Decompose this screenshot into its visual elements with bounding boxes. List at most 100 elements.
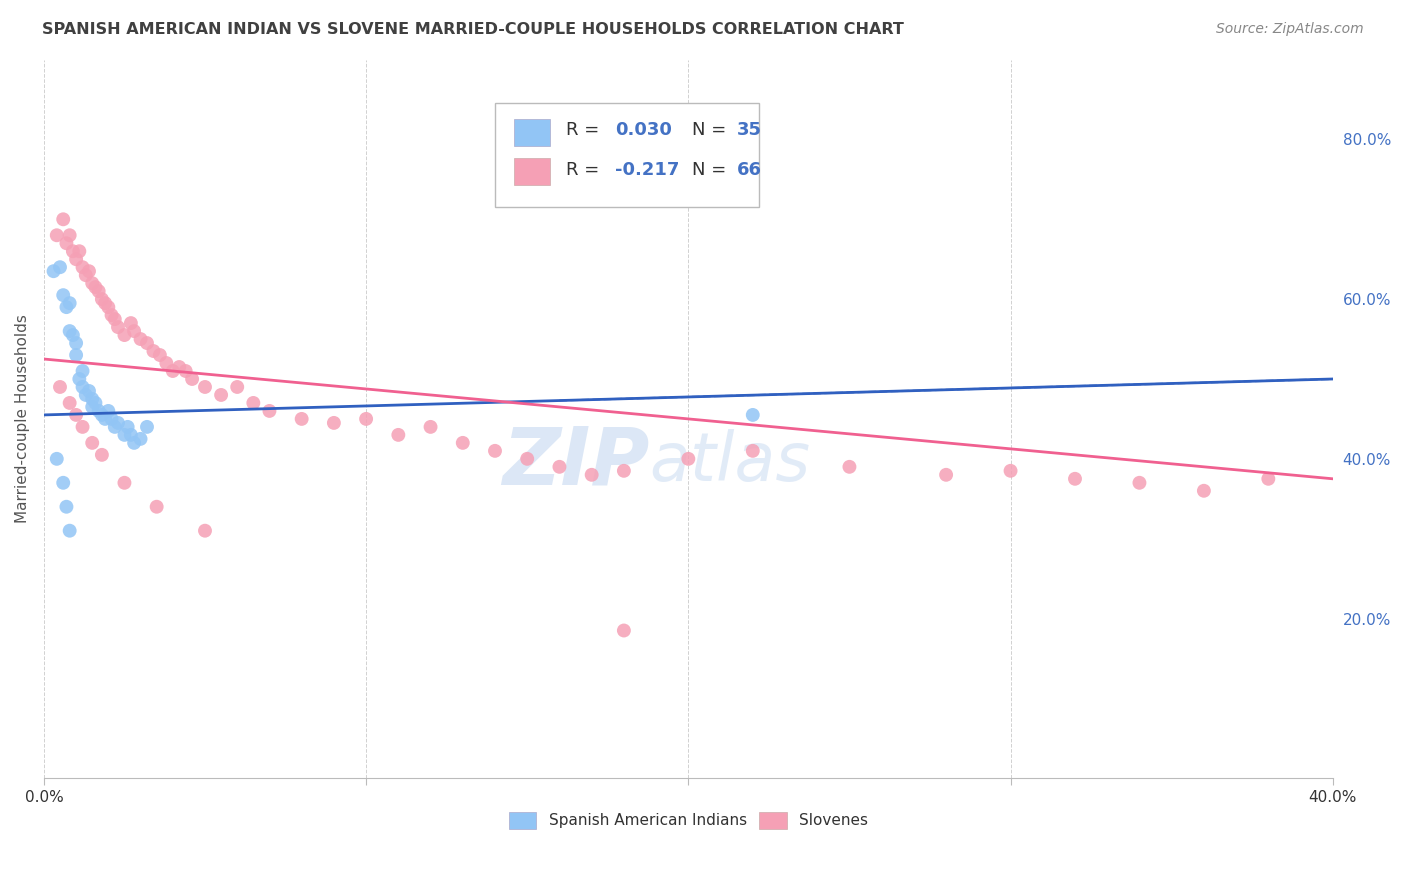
Point	[75, 388, 97, 402]
Text: 35: 35	[737, 121, 762, 139]
Point	[67, 372, 90, 386]
Point	[548, 459, 571, 474]
Text: R =: R =	[565, 121, 605, 139]
Point	[242, 396, 264, 410]
Point	[838, 459, 860, 474]
Point	[90, 448, 112, 462]
Point	[84, 280, 107, 294]
Point	[1257, 472, 1279, 486]
Text: atlas: atlas	[650, 429, 811, 495]
Point	[291, 412, 314, 426]
Point	[42, 264, 65, 278]
Point	[516, 451, 538, 466]
Point	[114, 475, 136, 490]
Text: 66: 66	[737, 161, 762, 178]
Point	[72, 364, 94, 378]
Point	[90, 292, 112, 306]
Point	[100, 308, 122, 322]
Point	[82, 276, 104, 290]
Point	[94, 412, 117, 426]
Point	[75, 268, 97, 283]
Point	[122, 435, 145, 450]
Point	[145, 500, 167, 514]
Point	[181, 372, 204, 386]
Point	[209, 388, 232, 402]
Point	[107, 416, 129, 430]
Point	[120, 316, 142, 330]
Point	[72, 380, 94, 394]
Point	[104, 312, 127, 326]
Point	[84, 396, 107, 410]
Point	[87, 284, 110, 298]
Point	[59, 296, 82, 310]
Point	[45, 228, 67, 243]
Point	[613, 464, 636, 478]
Point	[104, 420, 127, 434]
Point	[194, 380, 217, 394]
Point	[100, 412, 122, 426]
Point	[65, 336, 87, 351]
Point	[1000, 464, 1022, 478]
Point	[114, 328, 136, 343]
Point	[55, 500, 77, 514]
Point	[162, 364, 184, 378]
Point	[387, 428, 409, 442]
Point	[1192, 483, 1215, 498]
Point	[167, 359, 190, 374]
Point	[82, 400, 104, 414]
Point	[354, 412, 377, 426]
Point	[122, 324, 145, 338]
Point	[136, 336, 159, 351]
Point	[90, 408, 112, 422]
Point	[72, 420, 94, 434]
Point	[226, 380, 249, 394]
Text: ZIP: ZIP	[502, 423, 650, 501]
Point	[55, 236, 77, 251]
FancyBboxPatch shape	[515, 119, 550, 145]
Text: N =: N =	[692, 121, 733, 139]
Point	[322, 416, 344, 430]
Point	[55, 300, 77, 314]
FancyBboxPatch shape	[495, 103, 759, 207]
Legend: Spanish American Indians, Slovenes: Spanish American Indians, Slovenes	[503, 805, 875, 835]
Point	[581, 467, 603, 482]
Point	[259, 404, 281, 418]
Point	[194, 524, 217, 538]
Point	[45, 451, 67, 466]
Point	[419, 420, 441, 434]
Point	[49, 380, 72, 394]
Point	[82, 435, 104, 450]
Point	[49, 260, 72, 275]
Point	[613, 624, 636, 638]
Point	[129, 432, 152, 446]
Text: SPANISH AMERICAN INDIAN VS SLOVENE MARRIED-COUPLE HOUSEHOLDS CORRELATION CHART: SPANISH AMERICAN INDIAN VS SLOVENE MARRI…	[42, 22, 904, 37]
FancyBboxPatch shape	[515, 158, 550, 186]
Point	[678, 451, 700, 466]
Point	[77, 264, 100, 278]
Point	[107, 320, 129, 334]
Point	[155, 356, 177, 370]
Point	[52, 475, 75, 490]
Point	[114, 428, 136, 442]
Point	[52, 212, 75, 227]
Point	[484, 443, 506, 458]
Point	[935, 467, 957, 482]
Point	[451, 435, 474, 450]
Point	[1064, 472, 1087, 486]
Point	[129, 332, 152, 346]
Point	[741, 443, 763, 458]
Point	[120, 428, 142, 442]
Point	[67, 244, 90, 259]
Text: N =: N =	[692, 161, 733, 178]
Text: R =: R =	[565, 161, 605, 178]
Point	[59, 524, 82, 538]
Point	[62, 244, 84, 259]
Text: 0.030: 0.030	[614, 121, 672, 139]
Point	[62, 328, 84, 343]
Point	[741, 408, 763, 422]
Point	[82, 392, 104, 406]
Point	[59, 396, 82, 410]
Point	[59, 228, 82, 243]
Point	[52, 288, 75, 302]
Point	[97, 300, 120, 314]
